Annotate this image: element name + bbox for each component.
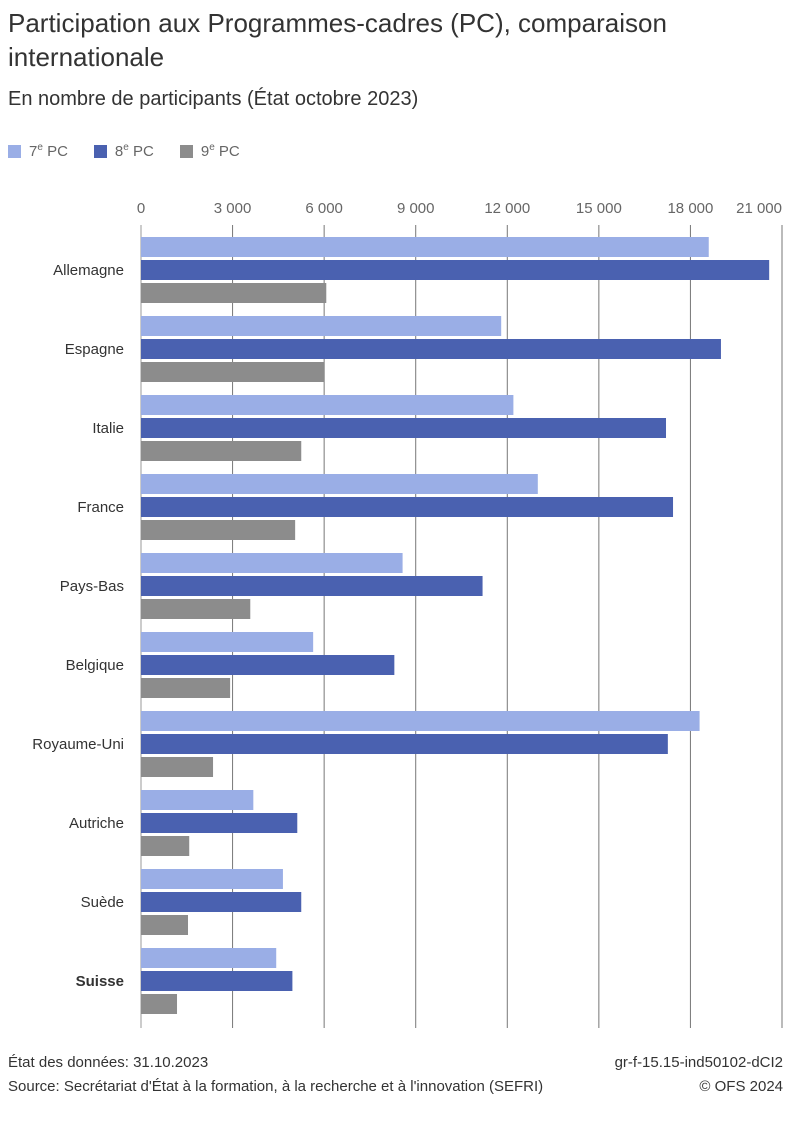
- bar-8e-pc: [141, 734, 668, 754]
- bar-7e-pc: [141, 316, 502, 336]
- legend-label: 8e PC: [114, 142, 154, 160]
- bar-7e-pc: [141, 474, 538, 494]
- bar-7e-pc: [141, 869, 283, 889]
- category-label: Royaume-Uni: [32, 736, 124, 753]
- footer-date: État des données: 31.10.2023: [8, 1054, 209, 1071]
- legend-swatch: [93, 144, 107, 158]
- category-label: Autriche: [69, 815, 124, 832]
- bar-8e-pc: [141, 576, 483, 596]
- legend: 7e PC 8e PC 9e PC: [8, 142, 240, 160]
- bar-8e-pc: [141, 418, 667, 438]
- bar-8e-pc: [141, 892, 302, 912]
- legend-item-9e[interactable]: 9e PC: [179, 142, 240, 160]
- bar-9e-pc: [141, 757, 214, 777]
- x-tick-label: 9 000: [397, 200, 435, 217]
- legend-swatch: [8, 144, 21, 158]
- x-tick-label: 12 000: [484, 200, 530, 217]
- bar-9e-pc: [141, 836, 190, 856]
- bar-7e-pc: [141, 237, 709, 257]
- x-tick-label: 21 000: [736, 200, 782, 217]
- bar-9e-pc: [141, 520, 296, 540]
- bar-7e-pc: [141, 948, 277, 968]
- x-tick-label: 0: [137, 200, 145, 217]
- footer-code: gr-f-15.15-ind50102-dCI2: [614, 1054, 783, 1071]
- bar-7e-pc: [141, 553, 403, 573]
- category-label: Espagne: [65, 341, 124, 358]
- x-tick-label: 15 000: [576, 200, 622, 217]
- bar-8e-pc: [141, 497, 674, 517]
- category-label: Belgique: [66, 657, 124, 674]
- legend-item-8e[interactable]: 8e PC: [93, 142, 154, 160]
- bar-7e-pc: [141, 711, 700, 731]
- chart-subtitle: En nombre de participants (État octobre …: [8, 88, 419, 110]
- x-tick-label: 6 000: [305, 200, 343, 217]
- x-tick-label: 18 000: [667, 200, 713, 217]
- category-label: Allemagne: [53, 262, 124, 279]
- bar-7e-pc: [141, 395, 514, 415]
- bar-9e-pc: [141, 283, 327, 303]
- footer-source: Source: Secrétariat d'État à la formatio…: [8, 1078, 544, 1095]
- bar-9e-pc: [141, 599, 251, 619]
- bar-8e-pc: [141, 655, 395, 675]
- bar-9e-pc: [141, 441, 302, 461]
- legend-label: 7e PC: [29, 142, 68, 160]
- bar-8e-pc: [141, 971, 293, 991]
- legend-swatch: [179, 144, 193, 158]
- bar-7e-pc: [141, 632, 314, 652]
- bar-8e-pc: [141, 260, 770, 280]
- bar-9e-pc: [141, 362, 325, 382]
- bar-7e-pc: [141, 790, 254, 810]
- bar-9e-pc: [141, 678, 231, 698]
- category-label: Suède: [81, 894, 124, 911]
- category-label: Italie: [92, 420, 124, 437]
- legend-label: 9e PC: [200, 142, 240, 160]
- legend-item-7e[interactable]: 7e PC: [8, 142, 68, 160]
- bar-8e-pc: [141, 813, 298, 833]
- chart-title: Participation aux Programmes-cadres (PC)…: [8, 8, 667, 72]
- bar-9e-pc: [141, 994, 178, 1014]
- bar-8e-pc: [141, 339, 721, 359]
- bar-9e-pc: [141, 915, 189, 935]
- x-tick-label: 3 000: [214, 200, 252, 217]
- category-label: Pays-Bas: [60, 578, 124, 595]
- category-label: France: [77, 499, 124, 516]
- footer-copyright: © OFS 2024: [699, 1078, 783, 1095]
- category-label: Suisse: [76, 973, 124, 990]
